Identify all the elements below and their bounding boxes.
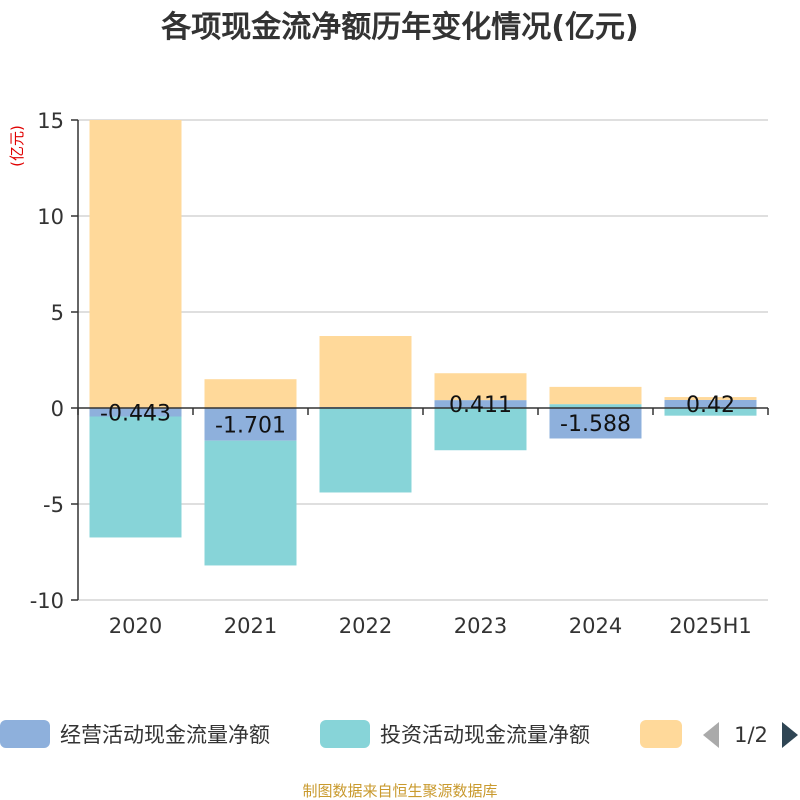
- chart-title: 各项现金流净额历年变化情况(亿元): [160, 10, 638, 45]
- gridlines: [71, 119, 768, 601]
- data-label: -1.701: [215, 413, 286, 438]
- y-tick-label: -5: [43, 493, 64, 517]
- bar-series-2-2023[interactable]: [434, 373, 527, 401]
- bar-series-0-2024[interactable]: [549, 408, 642, 439]
- data-label: 0.42: [686, 393, 735, 418]
- bar-series-1-2022[interactable]: [319, 408, 412, 493]
- legend-swatch-third[interactable]: [640, 720, 682, 748]
- bar-series-2-2020[interactable]: [89, 120, 182, 408]
- bar-series-1-2020[interactable]: [89, 416, 182, 538]
- data-label: -0.443: [100, 401, 171, 426]
- axes: [77, 120, 769, 600]
- bar-series-1-2023[interactable]: [434, 408, 527, 451]
- legend-swatch-operating[interactable]: [0, 720, 50, 748]
- bar-series-2-2024[interactable]: [549, 386, 642, 405]
- legend: 经营活动现金流量净额 投资活动现金流量净额 1/2: [0, 720, 798, 748]
- bar-series-2-2025H1[interactable]: [664, 397, 757, 400]
- bar-series-1-2024[interactable]: [549, 404, 642, 408]
- bar-series-0-2021[interactable]: [204, 408, 297, 441]
- x-tick-label: 2023: [454, 614, 507, 638]
- legend-page-indicator: 1/2: [734, 723, 768, 747]
- x-tick-label: 2024: [569, 614, 622, 638]
- bar-series-0-2025H1[interactable]: [664, 399, 757, 408]
- legend-label-operating[interactable]: 经营活动现金流量净额: [60, 723, 270, 747]
- y-tick-label: 0: [51, 397, 64, 421]
- x-tick-label: 2021: [224, 614, 277, 638]
- x-tick-label: 2022: [339, 614, 392, 638]
- legend-next-page-icon[interactable]: [782, 722, 798, 748]
- bar-series-0-2023[interactable]: [434, 400, 527, 408]
- y-axis-unit-label: (亿元): [8, 125, 26, 167]
- bar-series-1-2025H1[interactable]: [664, 408, 757, 416]
- x-tick-label: 2020: [109, 614, 162, 638]
- data-label: 0.411: [449, 393, 512, 418]
- y-tick-label: 15: [37, 109, 64, 133]
- legend-prev-page-icon[interactable]: [703, 722, 719, 748]
- bar-series: [89, 120, 757, 566]
- data-labels: -0.443 -1.701 0.411 -1.588 0.42: [100, 393, 735, 438]
- bar-series-1-2021[interactable]: [204, 440, 297, 566]
- y-tick-label: 10: [37, 205, 64, 229]
- y-tick-label: -10: [30, 589, 64, 613]
- legend-label-investing[interactable]: 投资活动现金流量净额: [380, 723, 590, 747]
- source-note: 制图数据来自恒生聚源数据库: [302, 782, 497, 800]
- bar-series-2-2022[interactable]: [319, 336, 412, 408]
- bar-series-0-2020[interactable]: [89, 408, 182, 417]
- data-label: -1.588: [560, 412, 631, 437]
- x-tick-labels: 2020 2021 2022 2023 2024 2025H1: [109, 614, 752, 638]
- x-tick-label: 2025H1: [669, 614, 752, 638]
- bar-series-2-2021[interactable]: [204, 379, 297, 408]
- y-tick-label: 5: [51, 301, 64, 325]
- legend-swatch-investing[interactable]: [320, 720, 370, 748]
- y-tick-labels: 15 10 5 0 -5 -10: [30, 109, 64, 613]
